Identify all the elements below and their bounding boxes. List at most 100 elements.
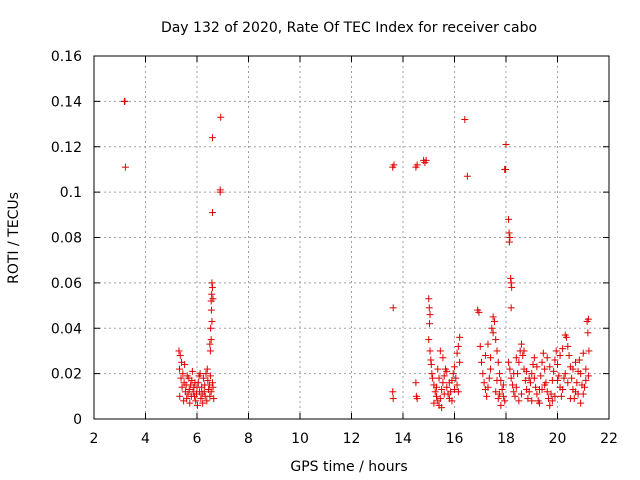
- data-point: [203, 397, 211, 405]
- data-point: [539, 349, 547, 357]
- data-point: [517, 390, 525, 398]
- data-point: [389, 395, 397, 403]
- data-point: [199, 374, 207, 382]
- data-point: [502, 140, 510, 148]
- data-point: [492, 388, 500, 396]
- data-point: [182, 381, 190, 389]
- data-point: [440, 372, 448, 380]
- data-point: [178, 383, 186, 391]
- data-point: [550, 367, 558, 375]
- data-point: [563, 333, 571, 341]
- data-point: [192, 397, 200, 405]
- data-point: [180, 397, 188, 405]
- data-point: [185, 386, 193, 394]
- data-point: [443, 367, 451, 375]
- tick-layer: 2 4 6 8 10 12 14 16 18 20 22 0 0.02 0.04 0.06 0.08 0.1 0.…: [51, 49, 618, 447]
- data-point: [476, 342, 484, 350]
- data-point: [429, 374, 437, 382]
- data-point: [507, 304, 515, 312]
- data-point: [439, 354, 447, 362]
- data-point: [177, 374, 185, 382]
- x-tick-label: 16: [446, 431, 464, 447]
- data-point: [521, 376, 529, 384]
- data-point: [389, 304, 397, 312]
- data-point: [525, 388, 533, 396]
- data-point: [430, 399, 438, 407]
- data-point: [187, 392, 195, 400]
- data-point: [438, 386, 446, 394]
- x-axis-label: GPS time / hours: [290, 459, 407, 475]
- data-point: [205, 381, 213, 389]
- data-point: [559, 345, 567, 353]
- data-point: [533, 390, 541, 398]
- data-point: [210, 395, 218, 403]
- data-point: [480, 379, 488, 387]
- data-point: [533, 363, 541, 371]
- data-point: [515, 397, 523, 405]
- data-point: [432, 383, 440, 391]
- data-point: [548, 397, 556, 405]
- data-point: [478, 358, 486, 366]
- data-point: [453, 349, 461, 357]
- data-point: [512, 383, 520, 391]
- y-tick-label: 0.08: [51, 231, 82, 247]
- data-point: [568, 374, 576, 382]
- data-point: [517, 340, 525, 348]
- data-point: [523, 367, 531, 375]
- data-point: [192, 390, 200, 398]
- data-point: [422, 156, 430, 164]
- data-point: [506, 234, 514, 241]
- data-point: [208, 279, 216, 287]
- data-point: [556, 351, 564, 359]
- data-point: [497, 401, 505, 409]
- data-point: [551, 356, 559, 364]
- data-point: [584, 315, 592, 323]
- data-point: [185, 374, 193, 382]
- data-point: [510, 388, 518, 396]
- chart-title: Day 132 of 2020, Rate Of TEC Index for r…: [161, 20, 537, 36]
- data-point: [413, 161, 421, 169]
- data-point: [507, 374, 515, 382]
- data-point: [501, 397, 509, 405]
- data-point: [207, 388, 215, 396]
- data-point: [524, 395, 532, 403]
- data-point: [499, 392, 507, 400]
- data-point: [544, 395, 552, 403]
- data-point: [427, 356, 435, 364]
- data-point: [577, 370, 585, 378]
- data-point: [188, 367, 196, 375]
- data-point: [440, 390, 448, 398]
- y-tick-label: 0.16: [51, 49, 82, 65]
- data-point: [564, 342, 572, 350]
- data-point: [208, 317, 216, 325]
- data-point: [176, 392, 184, 400]
- data-point: [190, 383, 198, 391]
- data-point: [541, 365, 549, 373]
- data-point: [445, 379, 453, 387]
- data-point: [530, 354, 538, 362]
- data-point: [505, 215, 513, 223]
- data-point: [449, 370, 457, 378]
- data-point: [451, 363, 458, 371]
- data-point: [206, 372, 214, 380]
- data-point: [434, 365, 442, 373]
- data-point: [489, 313, 497, 321]
- data-point: [208, 134, 216, 142]
- data-point: [435, 374, 443, 382]
- data-point: [574, 390, 582, 398]
- data-point: [443, 383, 451, 391]
- data-point: [428, 370, 436, 378]
- data-point: [507, 279, 515, 287]
- data-point: [197, 395, 205, 403]
- y-axis-label: ROTI / TECUs: [6, 192, 22, 284]
- data-point: [493, 376, 501, 384]
- data-point: [526, 379, 534, 387]
- data-point: [194, 401, 202, 409]
- data-point: [439, 379, 447, 387]
- data-point: [427, 361, 435, 369]
- data-point: [425, 295, 433, 303]
- data-point: [528, 397, 536, 405]
- data-point: [520, 347, 528, 355]
- data-point: [510, 370, 518, 378]
